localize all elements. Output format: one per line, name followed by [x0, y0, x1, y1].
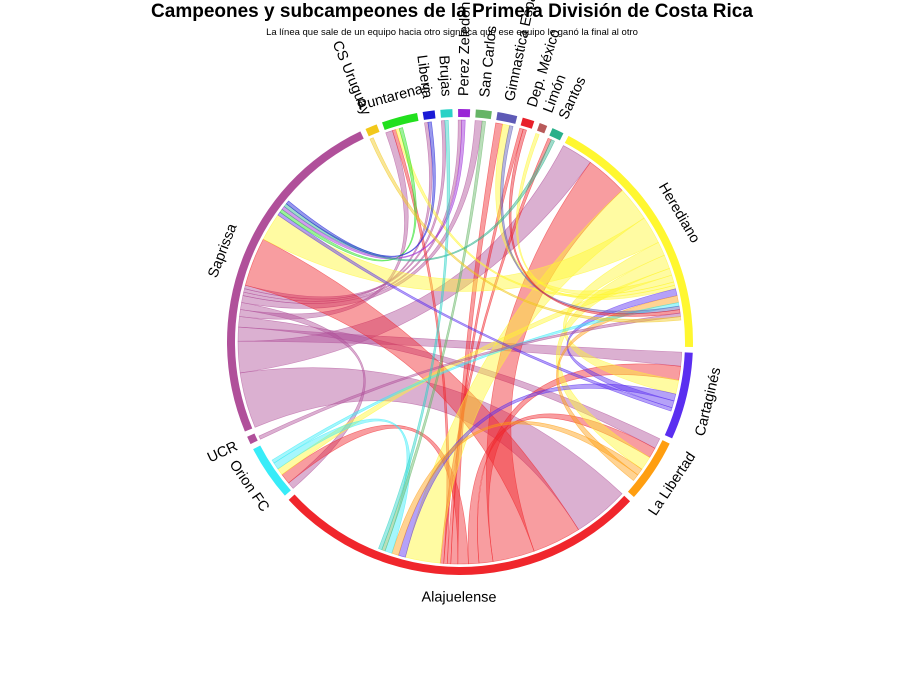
sector-label: Perez Zeledon	[456, 2, 474, 97]
sector-arc	[536, 123, 548, 134]
chord-link	[563, 241, 680, 395]
sector-arc	[288, 494, 631, 575]
chord-link	[556, 295, 679, 481]
chord-link	[450, 122, 504, 565]
sector-arcs	[227, 109, 694, 575]
sector-arc	[382, 113, 419, 130]
sector-label: Brujas	[435, 55, 453, 97]
sector-arc	[520, 117, 535, 129]
chord-link	[439, 137, 552, 564]
chord-link	[271, 302, 680, 464]
chord-link	[477, 363, 682, 564]
chord-link	[239, 130, 409, 320]
chord-link	[239, 367, 623, 531]
chord-link	[283, 139, 555, 262]
chord-link	[245, 238, 579, 552]
sector-arc	[422, 110, 436, 120]
chord-link	[500, 125, 680, 314]
chord-link	[446, 127, 524, 565]
sector-arc	[253, 445, 291, 496]
sector-arc	[365, 124, 380, 137]
sector-label: Liberia	[413, 54, 435, 100]
chord-link	[556, 254, 670, 470]
chord-link	[467, 413, 656, 565]
chord-link	[515, 133, 676, 300]
sector-arc	[549, 128, 564, 141]
sector-arc	[440, 109, 453, 118]
chord-link	[238, 316, 661, 449]
chord-link	[404, 189, 645, 564]
sector-arc	[475, 109, 492, 120]
chord-link	[240, 302, 366, 489]
chord-link	[277, 268, 673, 476]
sector-arc	[458, 109, 471, 118]
chart-title: Campeones y subcampeones de la Primera D…	[151, 1, 753, 22]
chord-link	[381, 120, 486, 552]
sector-label: Saprissa	[205, 221, 241, 280]
chord-link	[258, 312, 681, 440]
chord-link	[237, 145, 591, 374]
sector-arc	[227, 131, 364, 432]
chord-link	[378, 119, 451, 551]
sector-arc	[496, 112, 518, 124]
chord-link	[277, 211, 673, 412]
sector-label: Cartaginés	[693, 366, 725, 438]
chord-link	[237, 326, 683, 367]
sector-arc	[247, 433, 258, 445]
chord-link	[279, 127, 417, 262]
chord-link	[508, 128, 681, 317]
chord-link	[281, 119, 466, 260]
sector-label: San Carlos	[477, 25, 500, 98]
sector-arc	[664, 352, 693, 439]
chord-link	[369, 137, 682, 323]
sector-arc	[627, 440, 670, 498]
sector-arc	[564, 135, 694, 347]
chord-link	[262, 214, 659, 292]
chord-link	[273, 418, 411, 554]
chord-link	[244, 120, 446, 300]
chart-subtitle: La línea que sale de un equipo hacia otr…	[266, 27, 638, 38]
chord-link	[285, 121, 436, 258]
chord-ribbons	[237, 119, 683, 565]
chord-link	[395, 128, 676, 298]
chord-link	[486, 161, 623, 562]
chord-link	[566, 288, 678, 409]
chord-link	[281, 424, 469, 565]
sector-label: Alajuelense	[421, 589, 496, 605]
